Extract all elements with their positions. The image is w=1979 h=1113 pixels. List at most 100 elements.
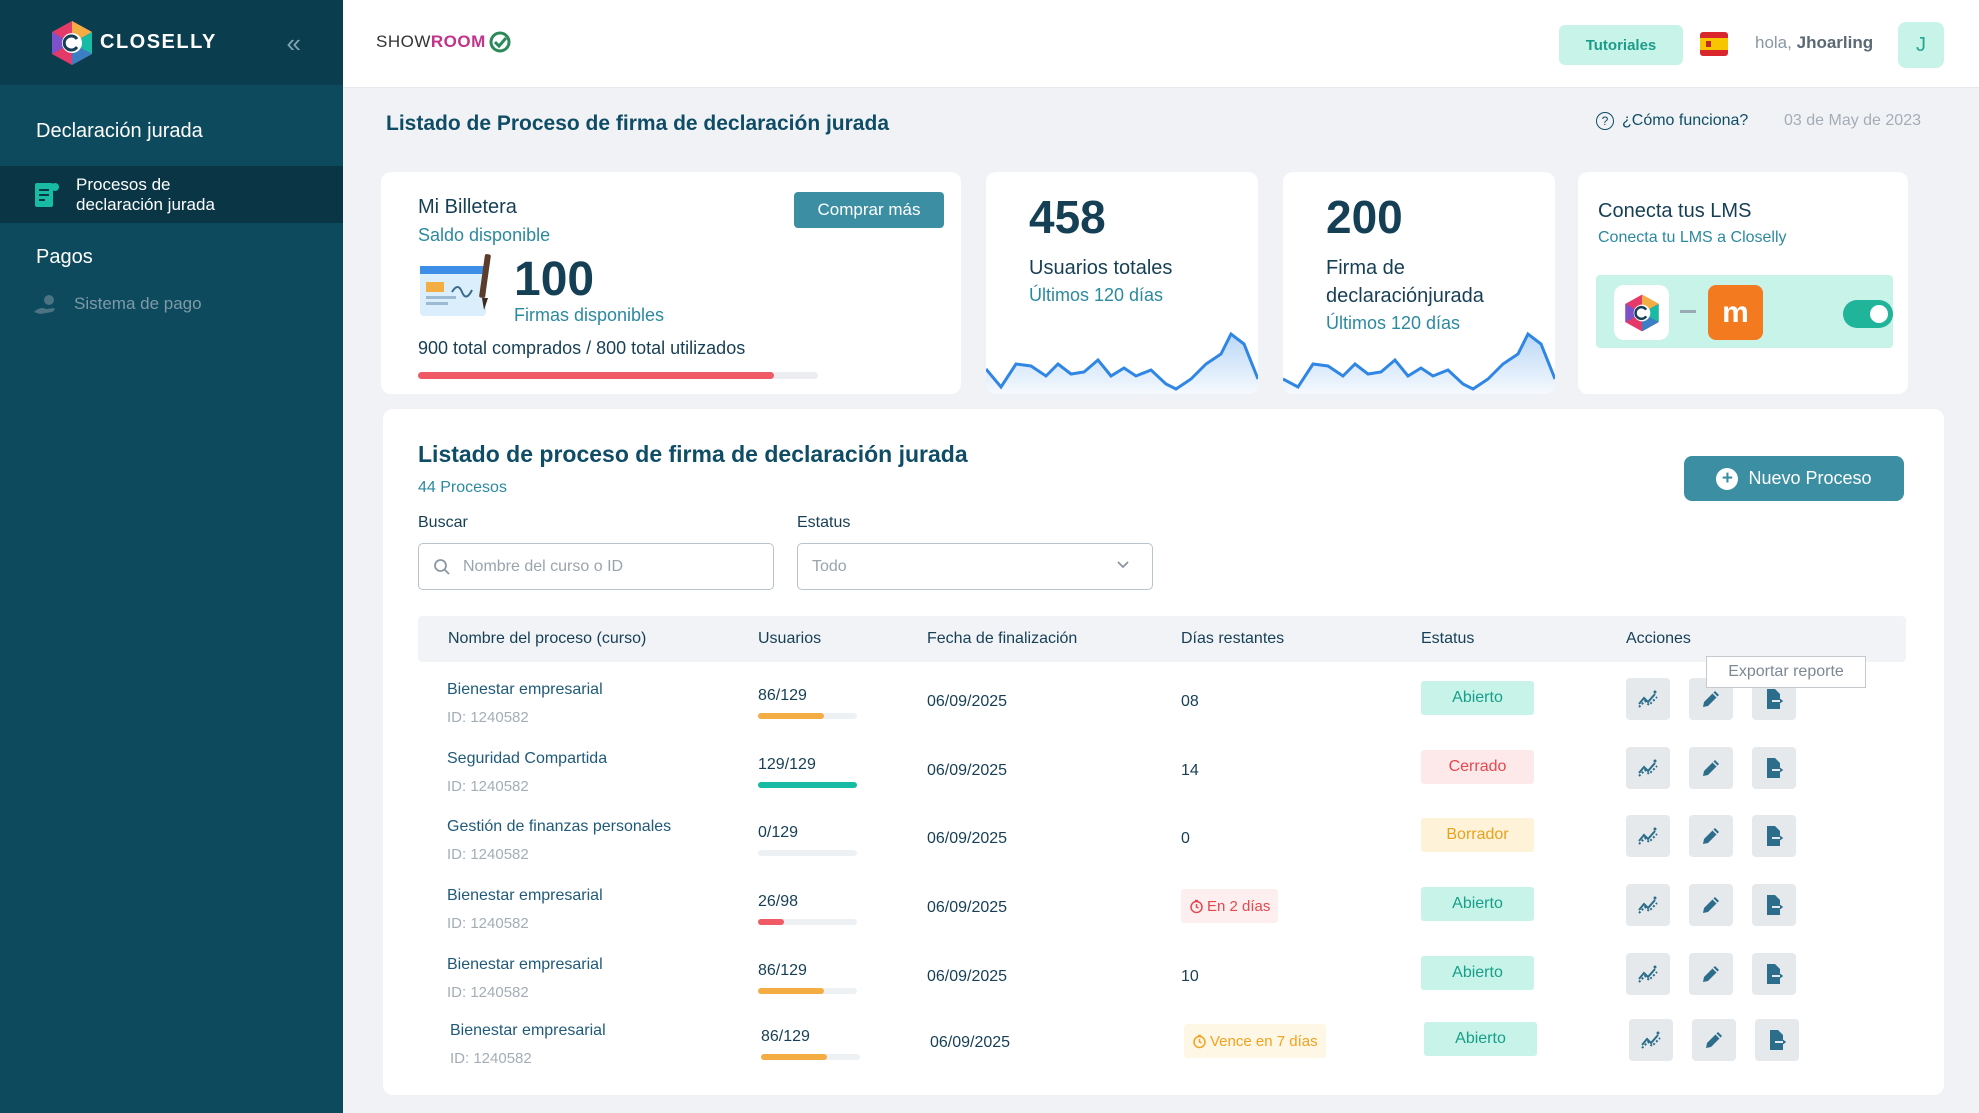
flag-spain-icon[interactable] [1700,32,1728,56]
lms-toggle[interactable] [1843,300,1893,328]
wallet-totals: 900 total comprados / 800 total utilizad… [418,338,746,358]
showroom-logo: SHOW ROOM [376,30,512,54]
how-it-works-link[interactable]: ? ¿Cómo funciona? [1596,112,1748,130]
search-input[interactable]: Nombre del curso o ID [418,543,774,590]
end-date: 06/09/2025 [927,693,1008,710]
lms-connection-panel: m [1596,275,1893,348]
new-process-button[interactable]: + Nuevo Proceso [1684,456,1904,501]
status-badge: Abierto [1421,956,1534,990]
export-button[interactable] [1752,953,1796,995]
column-header[interactable]: Usuarios [758,630,822,647]
process-id: ID: 1240582 [450,1050,532,1067]
process-name[interactable]: Bienestar empresarial [447,956,603,973]
users-count: 86/129 [761,1028,810,1045]
edit-icon [1703,691,1719,707]
greeting-prefix: hola, [1755,33,1792,52]
wallet-card: Mi Billetera Saldo disponible Comprar má… [381,172,961,394]
status-select[interactable]: Todo [797,543,1153,590]
column-header[interactable]: Nombre del proceso (curso) [448,630,647,647]
closelly-logo-icon [52,20,92,65]
process-id: ID: 1240582 [447,846,529,863]
toggle-knob [1870,305,1888,323]
search-label: Buscar [418,514,468,531]
process-name[interactable]: Gestión de finanzas personales [447,818,672,835]
connector-dash [1680,310,1696,313]
analytics-button[interactable] [1626,678,1670,720]
check-circle-icon [489,31,511,53]
analytics-button[interactable] [1626,815,1670,857]
table-row[interactable]: Bienestar empresarial ID: 1240582 86/129… [383,678,1944,741]
edit-icon [1703,966,1719,982]
days-remaining-badge: Vence en 7 días [1184,1024,1326,1058]
edit-button[interactable] [1689,747,1733,789]
list-title: Listado de proceso de firma de declaraci… [418,441,968,467]
column-header[interactable]: Estatus [1421,630,1475,647]
end-date: 06/09/2025 [927,762,1008,779]
sidebar-item-sistema-pago[interactable]: Sistema de pago [32,292,202,316]
end-date: 06/09/2025 [927,968,1008,985]
page-title: Listado de Proceso de firma de declaraci… [386,112,889,135]
analytics-button[interactable] [1626,953,1670,995]
table-row[interactable]: Gestión de finanzas personales ID: 12405… [383,815,1944,878]
stat-period: Últimos 120 días [1326,313,1461,333]
table-row[interactable]: Bienestar empresarial ID: 1240582 86/129… [386,1019,1947,1082]
moodle-logo-icon: m [1708,285,1763,340]
process-name[interactable]: Seguridad Compartida [447,750,608,767]
edit-button[interactable] [1689,953,1733,995]
chevron-down-icon [1117,561,1129,569]
stat-value: 200 [1326,191,1403,243]
avatar[interactable]: J [1898,22,1944,68]
nav-section-pagos: Pagos [36,246,93,268]
process-id: ID: 1240582 [447,984,529,1001]
table-row[interactable]: Seguridad Compartida ID: 1240582 129/129… [383,747,1944,810]
status-badge: Abierto [1421,681,1534,715]
export-button[interactable] [1752,884,1796,926]
status-select-value: Todo [812,557,847,575]
export-icon [1767,689,1785,709]
edit-button[interactable] [1692,1019,1736,1061]
search-icon [434,558,450,575]
how-it-works-label: ¿Cómo funciona? [1622,112,1749,129]
users-count: 129/129 [758,756,816,773]
days-remaining-badge: En 2 días [1181,889,1279,923]
tutoriales-button[interactable]: Tutoriales [1559,25,1683,65]
process-name[interactable]: Bienestar empresarial [447,681,603,698]
process-name[interactable]: Bienestar empresarial [450,1022,606,1039]
collapse-icon[interactable]: « [286,28,301,58]
process-name[interactable]: Bienestar empresarial [447,887,603,904]
users-progress-fill [758,919,785,925]
payment-icon [34,295,55,314]
users-progress-bar [758,919,857,925]
end-date: 06/09/2025 [930,1034,1011,1051]
analytics-button[interactable] [1626,747,1670,789]
edit-button[interactable] [1689,815,1733,857]
sidebar-item-label: Procesos de declaración jurada [76,174,215,214]
analytics-button[interactable] [1629,1019,1673,1061]
export-button[interactable] [1755,1019,1799,1061]
stat-label: Firma de declaraciónjurada [1326,257,1484,307]
edit-icon [1703,760,1719,776]
stat-card-users: 458 Usuarios totales Últimos 120 días [986,172,1258,394]
export-button[interactable] [1752,747,1796,789]
table-row[interactable]: Bienestar empresarial ID: 1240582 86/129… [383,953,1944,1016]
table-row[interactable]: Bienestar empresarial ID: 1240582 26/98 … [383,884,1944,947]
column-header[interactable]: Días restantes [1181,630,1285,647]
column-header[interactable]: Fecha de finalización [927,630,1078,647]
users-count: 26/98 [758,893,799,910]
sidebar-item-procesos[interactable]: Procesos de declaración jurada [0,166,343,223]
new-process-label: Nuevo Proceso [1748,468,1872,488]
edit-icon [1703,897,1719,913]
analytics-icon [1638,965,1658,983]
export-button[interactable] [1752,815,1796,857]
analytics-button[interactable] [1626,884,1670,926]
lms-subtitle[interactable]: Conecta tu LMS a Closelly [1598,229,1787,246]
sidebar-item-label: Sistema de pago [74,294,202,313]
edit-icon [1703,828,1719,844]
clock-icon [1190,899,1203,913]
list-count: 44 Procesos [418,479,507,496]
days-remaining: 10 [1181,968,1199,985]
edit-button[interactable] [1689,884,1733,926]
users-progress-bar [758,782,857,788]
end-date: 06/09/2025 [927,830,1008,847]
buy-more-button[interactable]: Comprar más [794,192,944,228]
